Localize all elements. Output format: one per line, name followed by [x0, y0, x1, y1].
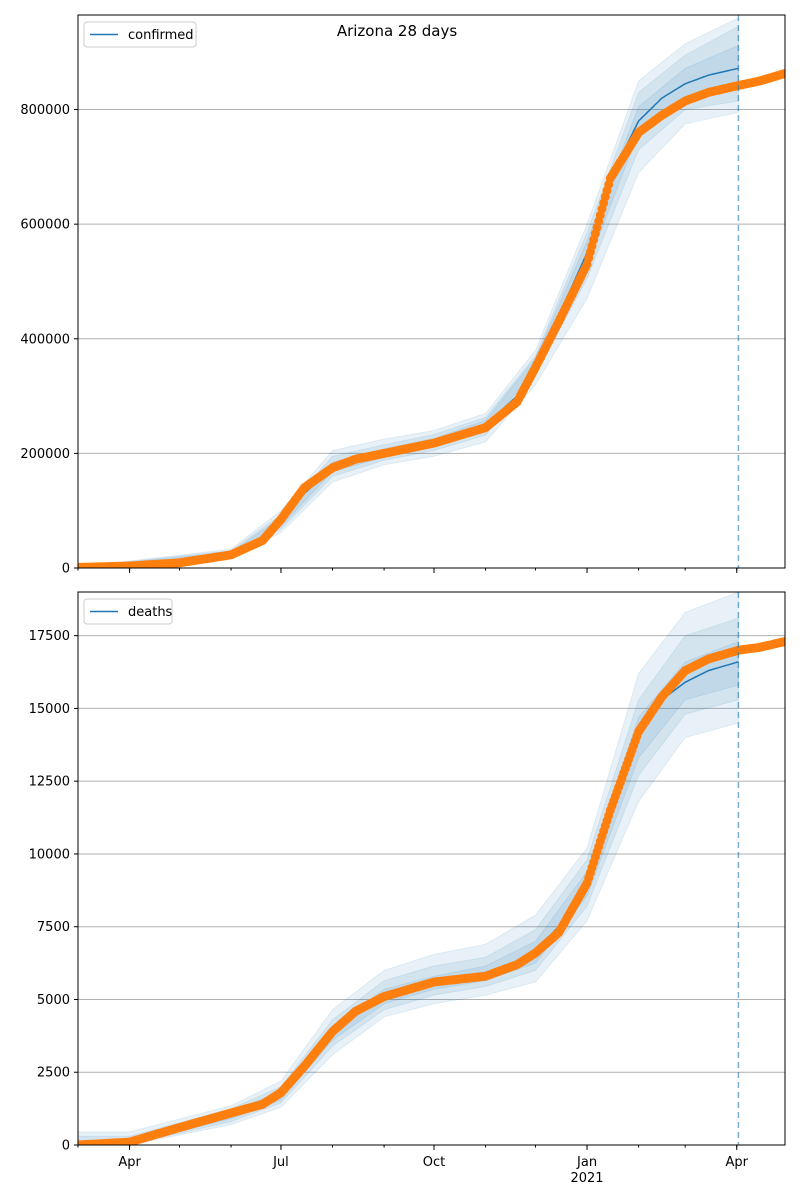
legend: deaths: [83, 598, 173, 625]
y-tick-label: 7500: [37, 920, 70, 935]
y-tick-label: 2500: [37, 1066, 70, 1081]
legend-label: confirmed: [128, 28, 194, 43]
plot-area: [78, 592, 785, 1145]
y-tick-label: 0: [62, 1139, 70, 1154]
axes-frame: [77, 14, 786, 569]
y-tick-label: 15000: [29, 702, 70, 717]
y-tick-label: 400000: [20, 332, 70, 347]
x-tick-label: Oct: [423, 1155, 445, 1170]
uncertainty-band: [78, 17, 739, 568]
observed-point: [780, 637, 785, 646]
y-tick-label: 0: [62, 562, 70, 577]
x-tick-sublabel: 2021: [570, 1171, 603, 1186]
y-tick-label: 800000: [20, 103, 70, 118]
chart-panel-deaths: 0 2500 5000 7500 10000 12500 15000 17500 Apr Jul O…: [29, 591, 786, 1186]
x-tick-label: Apr: [726, 1155, 749, 1170]
y-tick-label: 10000: [29, 847, 70, 862]
y-tick-label: 5000: [37, 993, 70, 1008]
y-tick-label: 12500: [29, 775, 70, 790]
legend-box: [83, 598, 173, 625]
observed-point: [780, 69, 785, 78]
legend: confirmed: [83, 21, 197, 48]
chart-panel-confirmed: 0 200000 400000 600000 800000 confirmed: [20, 14, 786, 577]
x-tick-label: Jul: [272, 1155, 289, 1170]
legend-box: [83, 21, 197, 48]
axes-frame: [77, 591, 786, 1146]
y-tick-label: 600000: [20, 218, 70, 233]
uncertainty-band: [78, 640, 739, 1145]
x-tick-label: Jan: [576, 1155, 597, 1170]
uncertainty-band: [78, 44, 739, 568]
y-tick-label: 17500: [29, 629, 70, 644]
y-tick-label: 200000: [20, 447, 70, 462]
uncertainty-band: [78, 617, 739, 1145]
figure-title: Arizona 28 days: [337, 22, 458, 40]
uncertainty-band: [78, 592, 739, 1145]
x-tick-label: Apr: [118, 1155, 141, 1170]
legend-label: deaths: [128, 605, 173, 620]
plot-area: [78, 15, 785, 568]
